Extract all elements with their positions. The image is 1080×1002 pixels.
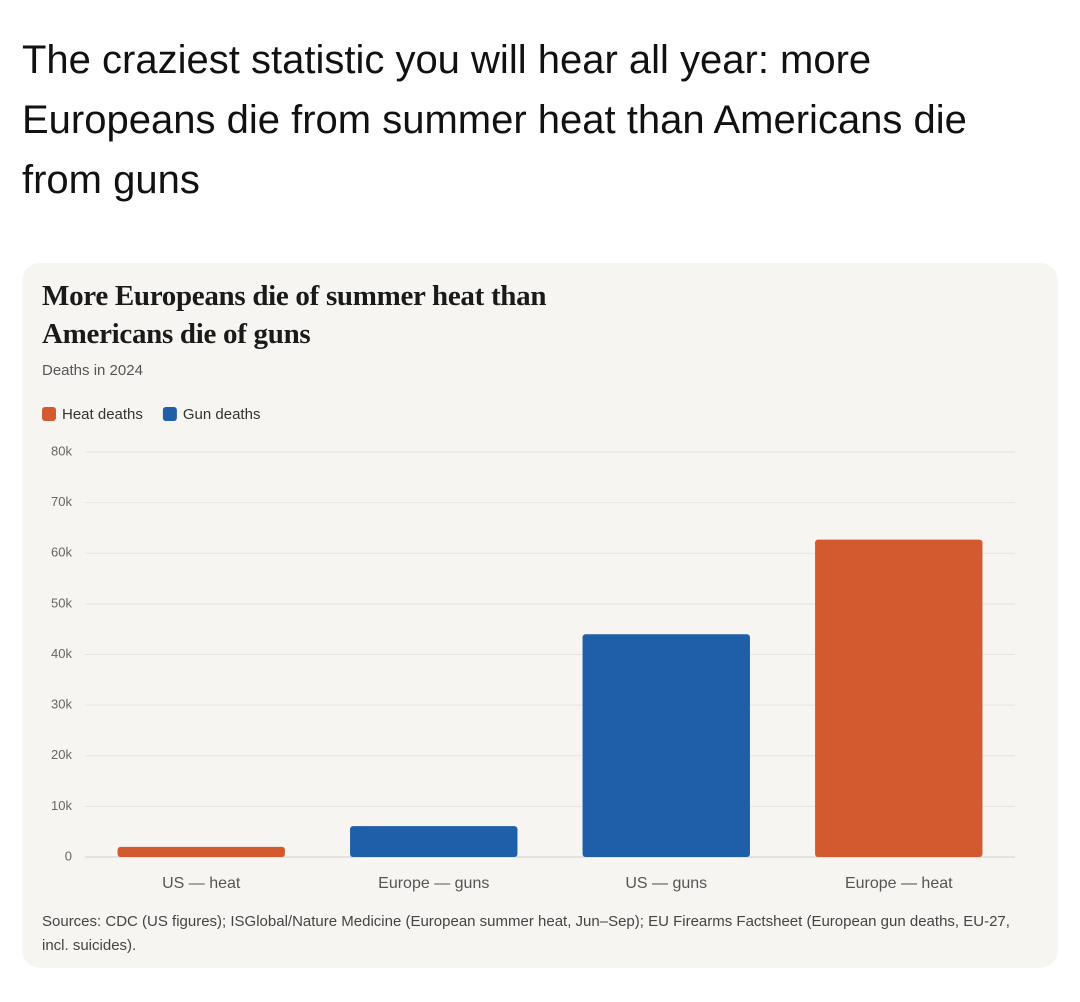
y-tick-label: 70k	[51, 494, 72, 509]
x-tick-label: US — heat	[162, 875, 241, 892]
y-tick-label: 80k	[51, 443, 72, 458]
chart-source: Sources: CDC (US figures); ISGlobal/Natu…	[42, 913, 1010, 954]
bar	[815, 539, 983, 857]
y-tick-label: 40k	[51, 646, 72, 661]
bar	[117, 846, 285, 857]
legend-swatch	[42, 407, 56, 421]
x-tick-label: US — guns	[625, 875, 707, 892]
legend-label: Gun deaths	[183, 406, 261, 423]
y-tick-label: 0	[65, 848, 72, 863]
x-tick-label: Europe — heat	[845, 875, 953, 892]
y-tick-label: 10k	[51, 798, 72, 813]
post-text: The craziest statistic you will hear all…	[22, 38, 967, 202]
y-tick-label: 20k	[51, 747, 72, 762]
bar	[582, 634, 750, 857]
x-tick-label: Europe — guns	[378, 875, 489, 892]
bar	[350, 826, 518, 857]
y-tick-label: 30k	[51, 697, 72, 712]
y-tick-label: 60k	[51, 545, 72, 560]
y-tick-label: 50k	[51, 595, 72, 610]
legend-swatch	[162, 407, 177, 421]
chart-title: More Europeans die of summer heat than A…	[42, 280, 547, 350]
chart-subtitle: Deaths in 2024	[42, 362, 143, 379]
legend-label: Heat deaths	[62, 406, 143, 423]
